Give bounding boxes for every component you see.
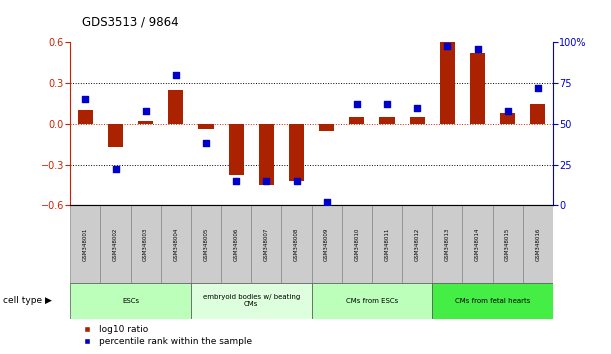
Bar xyxy=(523,205,553,283)
Bar xyxy=(312,205,342,283)
Bar xyxy=(221,205,251,283)
Bar xyxy=(440,42,455,124)
Point xyxy=(81,97,90,102)
Text: ESCs: ESCs xyxy=(122,298,139,304)
Bar xyxy=(229,124,244,176)
Text: GSM348007: GSM348007 xyxy=(264,228,269,261)
Bar xyxy=(199,124,214,129)
Bar xyxy=(349,117,364,124)
Point xyxy=(232,178,241,184)
Bar xyxy=(319,124,334,131)
Point xyxy=(111,167,120,172)
Bar xyxy=(168,90,183,124)
Point xyxy=(473,46,483,52)
Text: GSM348005: GSM348005 xyxy=(203,228,208,261)
Bar xyxy=(161,205,191,283)
Text: CMs from fetal hearts: CMs from fetal hearts xyxy=(455,298,530,304)
Bar xyxy=(108,124,123,147)
Bar xyxy=(409,117,425,124)
Bar xyxy=(282,205,312,283)
Text: GSM348014: GSM348014 xyxy=(475,228,480,261)
Point xyxy=(533,85,543,91)
Bar xyxy=(191,283,312,319)
Bar xyxy=(100,205,131,283)
Bar xyxy=(530,104,546,124)
Text: GSM348004: GSM348004 xyxy=(174,228,178,261)
Bar xyxy=(470,53,485,124)
Bar xyxy=(492,205,523,283)
Text: GSM348016: GSM348016 xyxy=(535,228,540,261)
Bar xyxy=(70,205,100,283)
Text: GSM348011: GSM348011 xyxy=(384,228,390,261)
Bar xyxy=(259,124,274,185)
Text: GSM348013: GSM348013 xyxy=(445,228,450,261)
Bar xyxy=(78,110,93,124)
Text: GSM348002: GSM348002 xyxy=(113,228,118,261)
Bar xyxy=(500,113,515,124)
Bar xyxy=(342,205,372,283)
Point xyxy=(503,108,513,114)
Bar xyxy=(312,283,433,319)
Text: CMs from ESCs: CMs from ESCs xyxy=(346,298,398,304)
Point xyxy=(352,102,362,107)
Point xyxy=(141,108,150,114)
Text: GDS3513 / 9864: GDS3513 / 9864 xyxy=(82,15,179,28)
Legend: log10 ratio, percentile rank within the sample: log10 ratio, percentile rank within the … xyxy=(75,321,256,349)
Bar xyxy=(372,205,402,283)
Bar xyxy=(138,121,153,124)
Text: GSM348009: GSM348009 xyxy=(324,228,329,261)
Bar xyxy=(289,124,304,181)
Point xyxy=(291,178,301,184)
Bar xyxy=(433,283,553,319)
Bar xyxy=(433,205,463,283)
Point xyxy=(382,102,392,107)
Bar xyxy=(402,205,433,283)
Text: GSM348001: GSM348001 xyxy=(83,228,88,261)
Bar xyxy=(251,205,282,283)
Point xyxy=(442,43,452,48)
Bar xyxy=(379,117,395,124)
Text: GSM348012: GSM348012 xyxy=(415,228,420,261)
Bar xyxy=(70,283,191,319)
Text: embryoid bodies w/ beating
CMs: embryoid bodies w/ beating CMs xyxy=(203,295,300,307)
Text: GSM348003: GSM348003 xyxy=(143,228,148,261)
Bar xyxy=(191,205,221,283)
Point xyxy=(412,105,422,110)
Text: GSM348015: GSM348015 xyxy=(505,228,510,261)
Text: GSM348008: GSM348008 xyxy=(294,228,299,261)
Point xyxy=(322,199,332,205)
Point xyxy=(262,178,271,184)
Bar xyxy=(131,205,161,283)
Text: cell type ▶: cell type ▶ xyxy=(3,296,52,306)
Text: GSM348006: GSM348006 xyxy=(233,228,239,261)
Point xyxy=(201,141,211,146)
Point xyxy=(171,72,181,78)
Bar xyxy=(463,205,492,283)
Text: GSM348010: GSM348010 xyxy=(354,228,359,261)
